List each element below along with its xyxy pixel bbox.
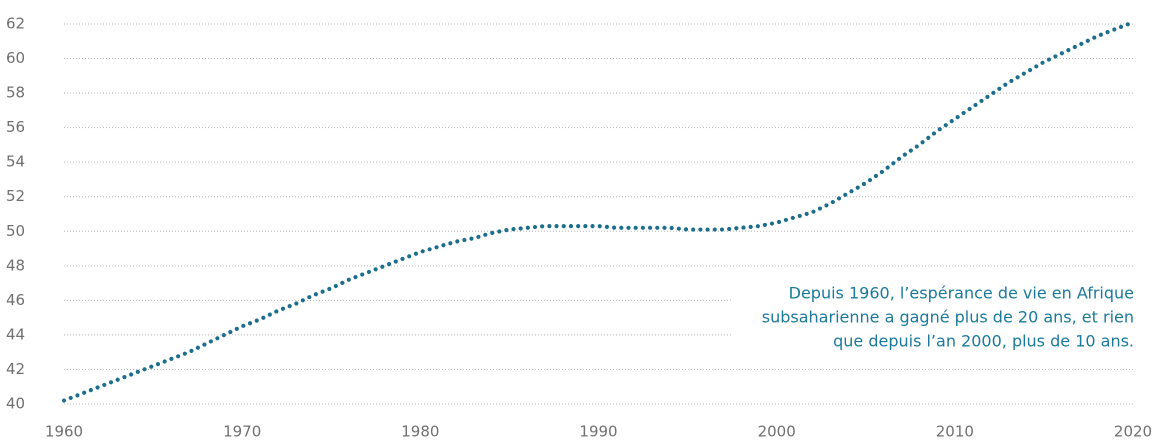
y-tick-label: 56 bbox=[6, 118, 25, 136]
x-tick-label: 1990 bbox=[579, 423, 617, 441]
y-tick-label: 50 bbox=[6, 222, 25, 240]
x-tick-label: 1980 bbox=[401, 423, 439, 441]
x-tick-label: 1960 bbox=[45, 423, 83, 441]
annotation: subsaharienne a gagné plus de 20 ans, et… bbox=[762, 308, 1134, 327]
y-tick-label: 62 bbox=[6, 15, 25, 33]
y-tick-label: 58 bbox=[6, 84, 25, 102]
y-tick-label: 48 bbox=[6, 256, 25, 274]
annotation: que depuis l’an 2000, plus de 10 ans. bbox=[833, 332, 1134, 351]
y-tick-label: 52 bbox=[6, 187, 25, 205]
x-tick-label: 1970 bbox=[223, 423, 261, 441]
line bbox=[61, 20, 1136, 403]
y-tick-label: 40 bbox=[6, 395, 25, 413]
y-tick-label: 46 bbox=[6, 291, 25, 309]
annotation-background bbox=[732, 282, 1140, 354]
x-tick-label: 2020 bbox=[1114, 423, 1152, 441]
y-tick-label: 60 bbox=[6, 49, 25, 67]
y-tick-label: 42 bbox=[6, 360, 25, 378]
y-tick-label: 54 bbox=[6, 153, 25, 171]
y-tick-label: 44 bbox=[6, 325, 25, 343]
annotation: Depuis 1960, l’espérance de vie en Afriq… bbox=[789, 284, 1134, 303]
x-tick-label: 2010 bbox=[936, 423, 974, 441]
x-tick-label: 2000 bbox=[758, 423, 796, 441]
